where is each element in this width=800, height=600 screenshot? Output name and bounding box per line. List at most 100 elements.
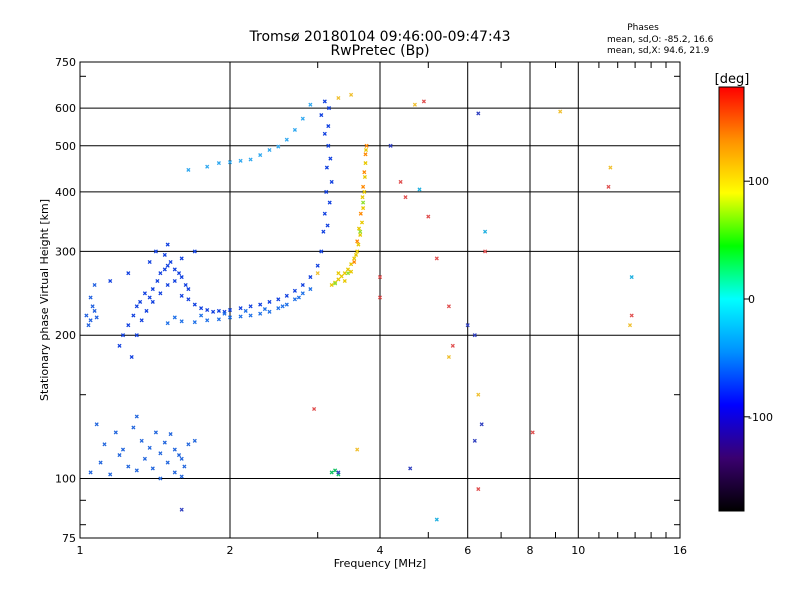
data-point xyxy=(426,214,431,219)
data-point xyxy=(362,174,367,180)
data-point xyxy=(150,287,155,292)
data-point xyxy=(227,315,233,320)
data-point xyxy=(94,315,99,320)
data-point xyxy=(120,333,126,338)
data-point xyxy=(126,271,131,276)
data-point xyxy=(324,165,329,170)
data-point xyxy=(434,256,439,261)
data-point xyxy=(292,297,297,302)
data-point xyxy=(342,271,347,276)
data-point xyxy=(90,304,95,309)
data-point xyxy=(113,430,118,435)
y-tick-label: 300 xyxy=(55,245,76,258)
data-point xyxy=(362,170,367,175)
data-point xyxy=(315,271,320,276)
data-point xyxy=(363,147,369,153)
data-point xyxy=(345,271,351,276)
data-point xyxy=(205,307,210,313)
data-point xyxy=(120,447,126,452)
data-point xyxy=(238,314,243,319)
data-point xyxy=(417,187,422,192)
data-point xyxy=(358,232,363,237)
data-point xyxy=(267,309,272,314)
data-point xyxy=(267,299,272,304)
data-point xyxy=(329,179,334,184)
data-point xyxy=(322,99,327,104)
y-axis-label: Stationary phase Virtual Height [km] xyxy=(38,199,51,401)
data-point xyxy=(358,211,363,216)
data-point xyxy=(139,318,144,323)
data-point xyxy=(176,453,182,458)
data-point xyxy=(126,464,131,469)
data-point xyxy=(88,318,93,323)
data-point xyxy=(262,307,267,312)
data-point xyxy=(248,304,253,309)
data-point xyxy=(284,293,289,298)
data-point xyxy=(483,249,488,254)
data-point xyxy=(182,464,187,469)
data-point xyxy=(216,161,221,166)
data-point xyxy=(227,160,233,165)
data-point xyxy=(227,307,233,313)
data-point xyxy=(205,164,210,169)
data-point xyxy=(186,297,191,302)
data-point xyxy=(88,295,93,300)
data-point xyxy=(336,470,341,475)
data-point xyxy=(142,456,147,461)
data-point xyxy=(353,252,359,257)
data-point xyxy=(292,127,297,132)
data-point xyxy=(172,267,177,272)
data-point xyxy=(321,229,326,234)
data-point xyxy=(308,287,313,292)
data-point xyxy=(324,189,329,194)
data-point xyxy=(144,308,149,313)
data-point xyxy=(319,113,324,118)
data-point xyxy=(329,470,334,475)
y-tick-label: 500 xyxy=(55,140,76,153)
data-point xyxy=(165,282,170,288)
data-point xyxy=(162,267,167,272)
data-point xyxy=(412,102,417,107)
data-point xyxy=(238,158,243,163)
data-point xyxy=(192,320,197,325)
data-point xyxy=(300,282,305,288)
data-point xyxy=(329,282,334,288)
data-point xyxy=(243,308,248,313)
data-point xyxy=(356,242,361,247)
data-point xyxy=(147,445,152,450)
data-point xyxy=(108,472,113,477)
data-point xyxy=(134,414,139,419)
data-point xyxy=(138,299,143,304)
data-point xyxy=(222,311,227,316)
data-point xyxy=(326,143,331,148)
data-point xyxy=(359,220,365,225)
minor-ticks xyxy=(80,62,680,538)
data-point xyxy=(333,281,338,286)
data-point xyxy=(280,304,285,309)
data-point xyxy=(363,161,368,166)
x-axis-label: Frequency [MHz] xyxy=(334,557,426,570)
data-point xyxy=(446,304,451,309)
data-point xyxy=(388,143,393,148)
data-point xyxy=(147,295,152,300)
data-point xyxy=(363,152,368,157)
colorbar xyxy=(718,86,745,512)
data-point xyxy=(403,195,408,200)
data-point xyxy=(153,249,158,254)
data-point xyxy=(319,249,324,254)
data-point xyxy=(349,92,354,97)
y-tick-label: 100 xyxy=(55,473,76,486)
data-point xyxy=(126,323,131,328)
data-point xyxy=(336,271,341,276)
data-point xyxy=(608,165,613,170)
data-point xyxy=(479,422,484,427)
colorbar-ticks: 100 0 -100 xyxy=(744,175,773,424)
data-point xyxy=(300,291,305,296)
data-point xyxy=(165,263,170,268)
data-point xyxy=(355,239,360,244)
colorbar-tick-label: -100 xyxy=(748,411,773,424)
y-tick-label: 75 xyxy=(62,532,76,545)
x-tick-label: 4 xyxy=(377,544,384,557)
data-point xyxy=(117,453,122,458)
data-point xyxy=(131,425,136,430)
